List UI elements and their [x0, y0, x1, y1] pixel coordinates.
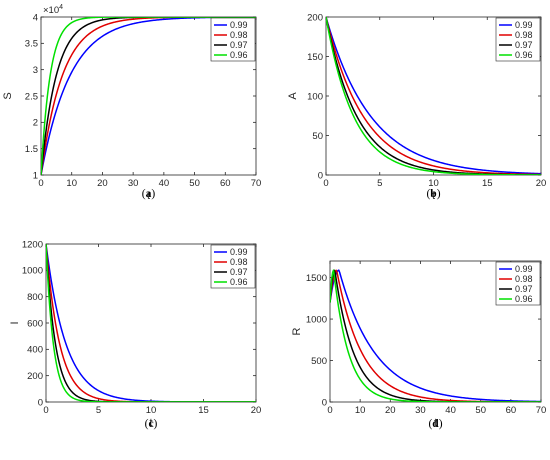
- x-tick-label: 0: [38, 178, 43, 189]
- series-line-0-98: [326, 17, 541, 175]
- x-tick-label: 60: [506, 405, 517, 416]
- series-group: [326, 17, 541, 175]
- legend-entry: 0.96: [230, 50, 248, 60]
- legend: 0.990.980.970.96: [210, 17, 256, 62]
- x-tick-label: 10: [355, 405, 366, 416]
- y-tick-label: 400: [27, 345, 43, 356]
- x-tick-label: 60: [220, 178, 231, 189]
- x-tick-label: 20: [536, 178, 547, 189]
- y-axis-label: I: [9, 321, 21, 324]
- legend-entry: 0.99: [515, 20, 533, 30]
- y-axis-label: R: [291, 327, 303, 335]
- legend: 0.990.980.970.96: [210, 244, 256, 289]
- x-tick-label: 30: [415, 405, 426, 416]
- series-line-0-99: [326, 17, 541, 175]
- y-tick-label: 2: [33, 118, 38, 129]
- legend-entry: 0.97: [515, 284, 533, 294]
- series-line-0-97: [46, 244, 256, 402]
- y-tick-label: 200: [307, 12, 323, 23]
- legend-entry: 0.98: [515, 30, 533, 40]
- y-scale-label: ×104: [43, 4, 63, 16]
- legend-entry: 0.99: [515, 264, 533, 274]
- y-tick-label: 100: [307, 91, 323, 102]
- x-tick-label: 20: [385, 405, 396, 416]
- y-axis-label: A: [287, 92, 299, 100]
- y-tick-label: 3: [33, 65, 38, 76]
- x-axis-label: t: [434, 417, 437, 429]
- x-tick-label: 40: [445, 405, 456, 416]
- y-tick-label: 1: [33, 170, 38, 181]
- y-tick-label: 1.5: [25, 144, 38, 155]
- series-line-0-96: [41, 17, 256, 175]
- series-line-0-96: [46, 244, 256, 402]
- legend: 0.990.980.970.96: [495, 261, 541, 306]
- x-tick-label: 40: [159, 178, 170, 189]
- legend-entry: 0.97: [515, 40, 533, 50]
- y-tick-label: 500: [311, 356, 327, 367]
- x-axis-label: t: [149, 417, 152, 429]
- series-group: [41, 17, 256, 175]
- series-line-0-96: [326, 17, 541, 175]
- x-tick-label: 10: [428, 178, 439, 189]
- x-tick-label: 20: [251, 405, 262, 416]
- y-tick-label: 4: [33, 12, 38, 23]
- x-tick-label: 20: [97, 178, 108, 189]
- x-tick-label: 50: [475, 405, 486, 416]
- x-tick-label: 5: [96, 405, 101, 416]
- series-group: [330, 269, 541, 402]
- legend-entry: 0.96: [230, 277, 248, 287]
- y-tick-label: 0: [322, 397, 327, 408]
- x-tick-label: 5: [377, 178, 382, 189]
- chart-panel-c: 0 5 10 15 20020040060080010001200tI0.990.980…: [9, 239, 261, 430]
- y-tick-label: 50: [312, 131, 323, 142]
- series-line-0-99: [330, 269, 541, 402]
- y-tick-label: 0: [318, 170, 323, 181]
- panel-label: (c): [145, 418, 158, 430]
- x-tick-label: 30: [128, 178, 139, 189]
- y-axis-label: S: [2, 92, 14, 99]
- legend-entry: 0.96: [515, 50, 533, 60]
- x-tick-label: 0: [43, 405, 48, 416]
- y-tick-label: 800: [27, 292, 43, 303]
- chart-panel-b: 0 5 10 15 20050100150200tA0.990.980.970.96(b…: [287, 12, 546, 202]
- x-tick-label: 15: [482, 178, 493, 189]
- x-tick-label: 0: [323, 178, 328, 189]
- y-tick-label: 150: [307, 52, 323, 63]
- y-tick-label: 0: [38, 397, 43, 408]
- y-tick-label: 1000: [306, 314, 327, 325]
- panel-label: (d): [428, 418, 442, 430]
- series-group: [46, 244, 256, 402]
- x-tick-label: 50: [189, 178, 200, 189]
- y-tick-label: 200: [27, 371, 43, 382]
- legend-entry: 0.98: [230, 257, 248, 267]
- y-tick-label: 1200: [22, 239, 43, 250]
- legend-entry: 0.99: [230, 20, 248, 30]
- legend-entry: 0.99: [230, 247, 248, 257]
- x-tick-label: 15: [198, 405, 209, 416]
- legend: 0.990.980.970.96: [495, 17, 541, 62]
- y-tick-label: 600: [27, 318, 43, 329]
- y-tick-label: 1500: [306, 273, 327, 284]
- x-axis-label: t: [147, 190, 150, 202]
- y-tick-label: 2.5: [25, 91, 38, 102]
- x-axis-label: t: [432, 190, 435, 202]
- chart-panel-d: 0 10 20 30 40 50 60 70050010001500tR0.990.980.9…: [291, 260, 547, 430]
- series-line-0-96: [330, 269, 541, 402]
- x-tick-label: 70: [536, 405, 547, 416]
- x-tick-label: 0: [327, 405, 332, 416]
- panel-label: (b): [426, 188, 440, 200]
- x-tick-label: 10: [146, 405, 157, 416]
- legend-entry: 0.98: [230, 30, 248, 40]
- legend-entry: 0.96: [515, 294, 533, 304]
- legend-entry: 0.98: [515, 274, 533, 284]
- chart-panel-a: 0 10 20 30 40 50 60 7011.522.533.54tS×1040.990.…: [2, 4, 261, 202]
- panel-label: (a): [142, 188, 156, 200]
- x-tick-label: 70: [251, 178, 262, 189]
- y-tick-label: 1000: [22, 266, 43, 277]
- x-tick-label: 10: [66, 178, 77, 189]
- legend-entry: 0.97: [230, 40, 248, 50]
- legend-entry: 0.97: [230, 267, 248, 277]
- y-tick-label: 3.5: [25, 39, 38, 50]
